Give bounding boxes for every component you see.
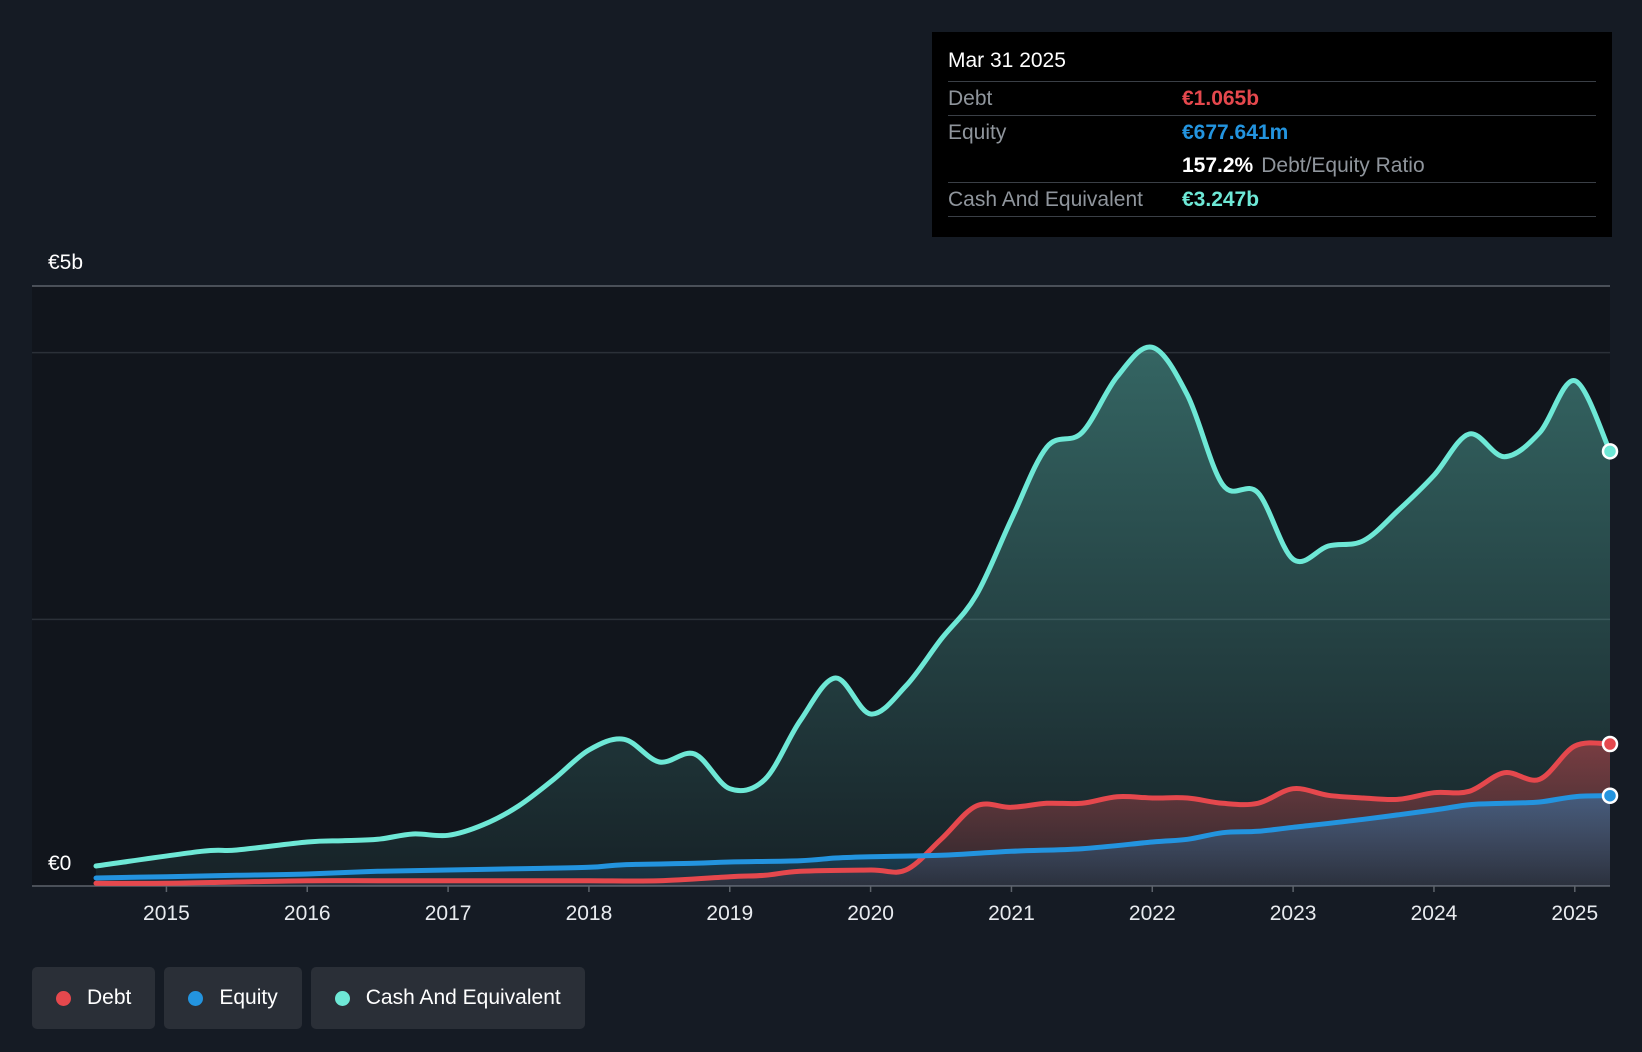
- x-tick-label-2019: 2019: [706, 902, 753, 925]
- tooltip-cash-label: Cash And Equivalent: [948, 187, 1143, 211]
- area-cash: [96, 346, 1610, 887]
- endpoint-cash[interactable]: [1601, 443, 1619, 460]
- tooltip-equity-label: Equity: [948, 120, 1007, 144]
- tooltip: Mar 31 2025 Debt €1.065b Equity €677.641…: [932, 32, 1612, 237]
- legend-dot-equity: [188, 990, 204, 1006]
- legend-dot-debt: [56, 990, 71, 1006]
- tooltip-equity-value: €677.641m: [1182, 120, 1289, 144]
- legend-label-cash: Cash And Equivalent: [365, 986, 561, 1009]
- x-tick-label-2017: 2017: [425, 902, 472, 925]
- x-tick-label-2023: 2023: [1270, 902, 1317, 925]
- y-axis-label-bottom: €0: [48, 852, 71, 875]
- endpoint-debt[interactable]: [1601, 735, 1619, 753]
- x-tick-label-2020: 2020: [847, 902, 894, 925]
- tooltip-row-ratio: 157.2% Debt/Equity Ratio: [948, 149, 1596, 182]
- legend-label-equity: Equity: [219, 986, 278, 1009]
- x-tick-label-2015: 2015: [143, 902, 190, 925]
- tooltip-ratio-value: 157.2%: [1182, 153, 1254, 177]
- x-tick-label-2024: 2024: [1411, 902, 1458, 925]
- tooltip-date: Mar 31 2025: [948, 49, 1066, 72]
- tooltip-row-equity: Equity €677.641m: [948, 115, 1596, 149]
- x-tick-label-2025: 2025: [1551, 902, 1598, 925]
- endpoint-equity[interactable]: [1601, 787, 1619, 804]
- legend: Debt Equity Cash And Equivalent: [32, 967, 585, 1029]
- legend-item-equity[interactable]: Equity: [164, 967, 302, 1029]
- legend-item-cash[interactable]: Cash And Equivalent: [310, 967, 585, 1029]
- tooltip-row-cash: Cash And Equivalent €3.247b: [948, 182, 1596, 217]
- x-tick-label-2018: 2018: [566, 902, 613, 925]
- x-tick-label-2016: 2016: [284, 902, 331, 925]
- tooltip-cash-value: €3.247b: [1182, 187, 1260, 211]
- tooltip-row-debt: Debt €1.065b: [948, 81, 1596, 115]
- area-equity: [96, 795, 1610, 886]
- line-debt: [93, 740, 1613, 886]
- line-equity: [93, 793, 1613, 881]
- legend-dot-cash: [334, 990, 350, 1006]
- tooltip-debt-value: €1.065b: [1182, 86, 1260, 110]
- legend-label-debt: Debt: [87, 986, 132, 1009]
- x-tick-label-2021: 2021: [988, 902, 1035, 925]
- tooltip-debt-label: Debt: [948, 86, 993, 110]
- y-axis-label-top: €5b: [48, 251, 83, 274]
- legend-item-debt[interactable]: Debt: [32, 967, 156, 1029]
- x-tick-label-2022: 2022: [1129, 902, 1176, 925]
- line-cash: [93, 344, 1613, 869]
- tooltip-ratio-label: Debt/Equity Ratio: [1261, 153, 1425, 177]
